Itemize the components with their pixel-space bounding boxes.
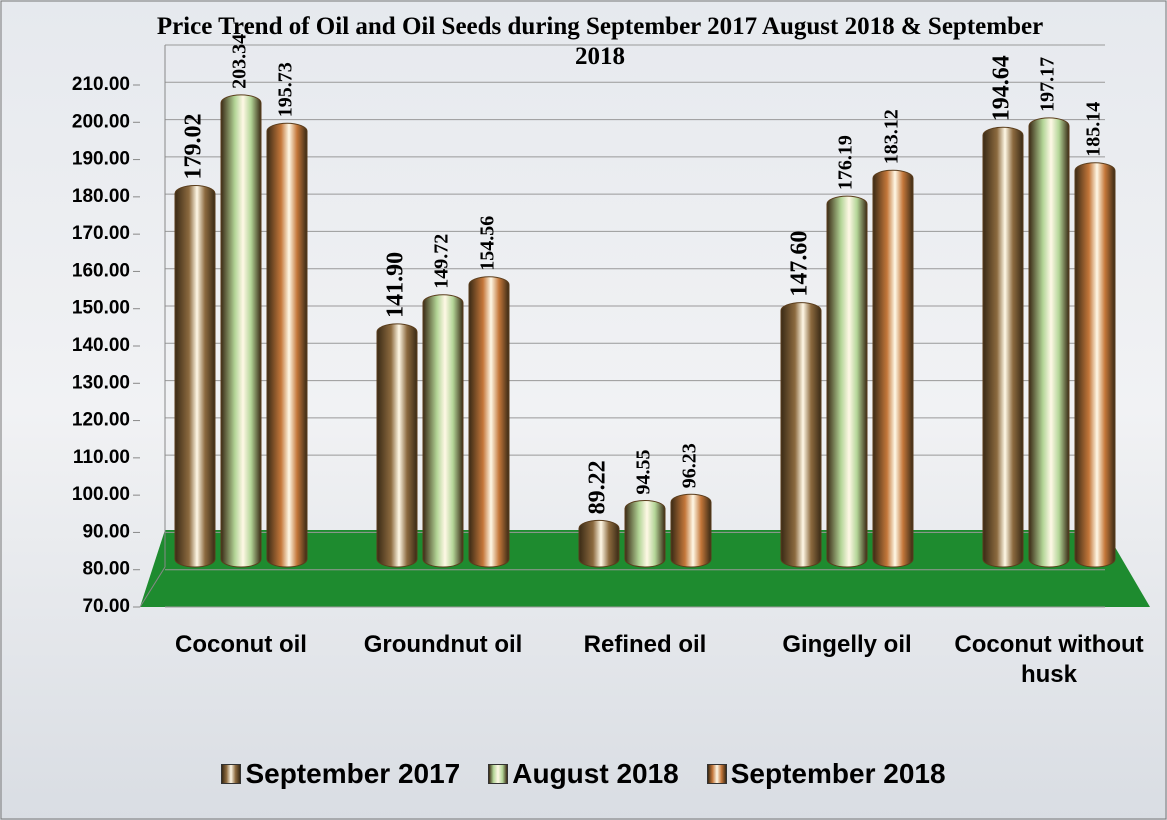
data-label: 194.64: [989, 55, 1015, 121]
y-tick-label: 160.00: [72, 260, 130, 281]
bar: [624, 499, 666, 568]
bar: [174, 185, 216, 568]
legend-label: August 2018: [512, 758, 679, 789]
data-label: 183.12: [881, 109, 903, 164]
y-tick-label: 180.00: [72, 186, 130, 207]
y-axis: [139, 566, 166, 608]
bar: [422, 294, 464, 568]
y-tick-label: 170.00: [72, 223, 130, 244]
y-tick-label: 210.00: [72, 74, 130, 95]
bar: [872, 169, 914, 568]
bar: [1028, 117, 1070, 568]
data-label: 141.90: [383, 252, 409, 318]
chart-title: Price Trend of Oil and Oil Seeds during …: [156, 13, 1044, 70]
data-label: 185.14: [1083, 102, 1105, 157]
data-label: 89.22: [585, 460, 611, 514]
legend-item: September 2017: [221, 758, 460, 790]
data-label: 203.34: [229, 34, 251, 89]
y-tick-label: 200.00: [72, 111, 130, 132]
data-label: 154.56: [477, 216, 499, 271]
y-tick-label: 110.00: [73, 447, 130, 468]
data-label: 197.17: [1037, 57, 1059, 112]
data-label: 179.02: [181, 114, 207, 180]
y-tick-label: 120.00: [72, 410, 130, 431]
bar: [266, 122, 308, 568]
data-label: 147.60: [787, 231, 813, 297]
legend-swatch: [221, 764, 242, 784]
x-tick-label: Refined oil: [583, 631, 707, 658]
bar: [578, 519, 620, 568]
data-label: 94.55: [633, 449, 655, 494]
legend-swatch: [706, 764, 727, 784]
x-tick-label: Coconut oil: [175, 631, 307, 658]
bar: [468, 276, 510, 568]
bar: [376, 323, 418, 568]
bar: [1074, 162, 1116, 568]
data-label: 195.73: [275, 62, 297, 117]
bar: [670, 493, 712, 568]
data-label: 149.72: [431, 234, 453, 289]
bar: [780, 302, 822, 568]
legend-item: September 2018: [706, 758, 946, 790]
y-tick-label: 90.00: [82, 521, 130, 542]
x-tick-label: Coconut without husk: [954, 631, 1144, 688]
data-label: 176.19: [835, 135, 857, 190]
data-label: 96.23: [679, 443, 701, 488]
bar: [826, 195, 868, 568]
bar: [220, 94, 262, 568]
x-tick-label: Gingelly oil: [782, 631, 912, 658]
legend-label: September 2017: [245, 758, 461, 789]
bar: [982, 126, 1024, 568]
y-tick-label: 70.00: [82, 596, 130, 617]
y-tick-label: 80.00: [82, 559, 130, 580]
y-tick-label: 140.00: [72, 335, 130, 356]
legend-swatch: [488, 764, 509, 784]
legend-label: September 2018: [730, 758, 946, 789]
y-tick-label: 150.00: [72, 298, 130, 319]
legend-item: August 2018: [488, 758, 679, 790]
y-tick-label: 130.00: [72, 372, 130, 393]
legend: September 2017 August 2018 September 2018: [0, 758, 1167, 790]
x-tick-label: Groundnut oil: [363, 631, 523, 658]
y-tick-label: 190.00: [72, 149, 130, 170]
y-tick-label: 100.00: [72, 484, 130, 505]
